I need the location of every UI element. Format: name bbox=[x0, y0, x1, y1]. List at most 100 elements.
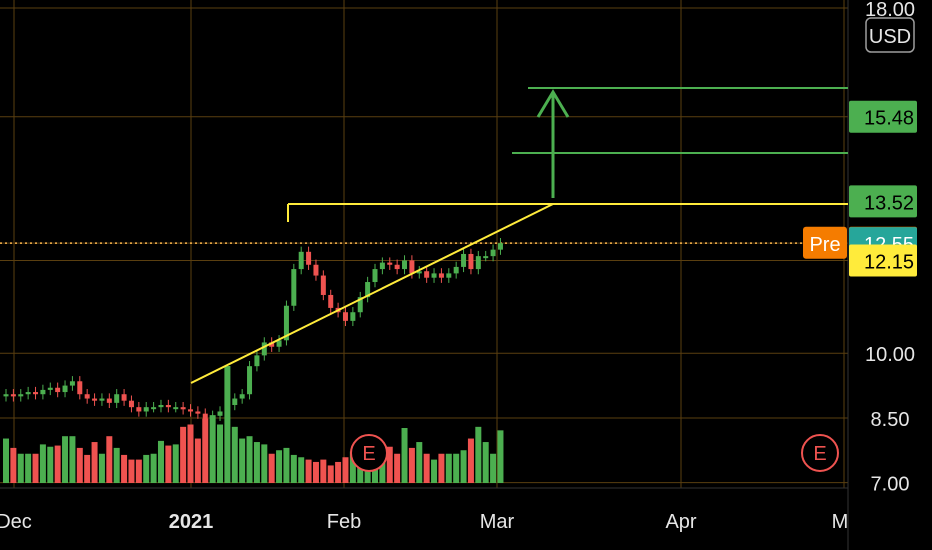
volume-bar bbox=[202, 418, 209, 483]
time-axis-label: Apr bbox=[665, 511, 696, 533]
candle-body bbox=[424, 271, 430, 278]
time-axis-label: Mar bbox=[480, 511, 515, 533]
price-axis-label: 18.00 bbox=[865, 0, 915, 21]
volume-bar bbox=[39, 444, 46, 483]
volume-bar bbox=[25, 453, 32, 483]
price-axis-label: 8.50 bbox=[871, 409, 910, 431]
volume-bar bbox=[283, 447, 290, 483]
volume-bar bbox=[305, 459, 312, 483]
volume-bar bbox=[54, 445, 61, 483]
time-axis-label: M bbox=[832, 511, 849, 533]
candle-body bbox=[372, 269, 378, 283]
price-tag-value: 15.48 bbox=[864, 108, 914, 130]
candle-body bbox=[313, 264, 319, 276]
earnings-marker-2[interactable] bbox=[801, 434, 839, 472]
volume-bar bbox=[121, 454, 128, 483]
candle-body bbox=[40, 389, 46, 395]
volume-bar bbox=[327, 465, 334, 483]
volume-bar bbox=[143, 454, 150, 483]
candle-body bbox=[328, 294, 334, 308]
candle-body bbox=[461, 253, 467, 267]
candle-body bbox=[232, 398, 238, 406]
candle-body bbox=[3, 394, 9, 397]
volume-bar bbox=[408, 447, 415, 483]
volume-bar bbox=[157, 440, 164, 483]
candle-body bbox=[402, 260, 408, 270]
volume-bar bbox=[187, 424, 194, 483]
earnings-markers[interactable]: E E bbox=[350, 434, 839, 472]
currency-button[interactable]: USD bbox=[865, 17, 915, 53]
candle-body bbox=[99, 398, 105, 401]
candle-body bbox=[151, 407, 157, 410]
volume-bar bbox=[17, 453, 24, 483]
candle-body bbox=[62, 385, 68, 393]
candle-body bbox=[195, 411, 201, 414]
volume-bar bbox=[467, 438, 474, 483]
price-candles bbox=[3, 238, 503, 428]
candle-body bbox=[254, 355, 260, 367]
candle-body bbox=[202, 413, 208, 423]
volume-bar bbox=[401, 428, 408, 483]
price-tag-value: 12.15 bbox=[864, 251, 914, 273]
time-axis[interactable]: Dec 2021 Feb Mar Apr M bbox=[0, 511, 848, 533]
volume-bar bbox=[194, 438, 201, 483]
volume-bar bbox=[172, 444, 179, 483]
candle-body bbox=[387, 262, 393, 265]
volume-bar bbox=[349, 451, 356, 483]
price-tag bbox=[849, 100, 917, 133]
volume-bar bbox=[239, 438, 246, 483]
price-axis-label: 10.00 bbox=[865, 344, 915, 366]
volume-bar bbox=[3, 438, 9, 483]
trendline-support[interactable] bbox=[190, 203, 554, 384]
earnings-label-1: E bbox=[362, 443, 375, 465]
candle-body bbox=[188, 409, 193, 412]
volume-bar bbox=[231, 426, 238, 483]
volume-bar bbox=[106, 436, 113, 483]
currency-label: USD bbox=[869, 26, 911, 48]
candle-body bbox=[269, 342, 275, 347]
volume-bar bbox=[32, 453, 39, 483]
volume-bar bbox=[150, 453, 157, 483]
candle-body bbox=[114, 394, 120, 403]
candle-body bbox=[69, 381, 75, 386]
volume-bar bbox=[386, 446, 393, 483]
volume-bar bbox=[217, 424, 224, 483]
candle-body bbox=[55, 387, 61, 393]
volume-bar bbox=[113, 447, 120, 483]
volume-bars bbox=[3, 366, 504, 483]
time-axis-label: Dec bbox=[0, 511, 32, 533]
candle-body bbox=[483, 256, 489, 259]
chart-grid bbox=[0, 0, 849, 550]
candle-body bbox=[357, 297, 363, 313]
candle-body bbox=[247, 366, 253, 395]
candle-body bbox=[497, 243, 503, 250]
price-tag bbox=[849, 244, 917, 277]
candle-body bbox=[320, 275, 326, 295]
candle-body bbox=[143, 407, 149, 412]
candle-body bbox=[261, 342, 267, 356]
candle-body bbox=[365, 282, 371, 298]
candle-body bbox=[217, 411, 223, 416]
volume-bar bbox=[261, 444, 268, 483]
candle-body bbox=[106, 398, 112, 403]
volume-bar bbox=[431, 459, 438, 483]
volume-bar bbox=[253, 442, 260, 483]
volume-bar bbox=[298, 457, 305, 483]
plot-background bbox=[0, 0, 848, 488]
candle-body bbox=[409, 260, 415, 274]
candle-body bbox=[18, 394, 24, 397]
volume-bar bbox=[497, 430, 504, 483]
volume-bar bbox=[482, 442, 489, 483]
candle-body bbox=[394, 264, 400, 270]
volume-bar bbox=[423, 453, 430, 483]
price-tag bbox=[849, 185, 917, 218]
volume-bar bbox=[246, 436, 253, 483]
user-drawings[interactable] bbox=[190, 87, 848, 384]
candle-body bbox=[306, 251, 312, 265]
earnings-label-2: E bbox=[813, 443, 826, 465]
candle-body bbox=[33, 392, 39, 395]
earnings-marker-1[interactable] bbox=[350, 434, 388, 472]
candle-body bbox=[438, 273, 444, 278]
volume-bar bbox=[224, 366, 231, 483]
